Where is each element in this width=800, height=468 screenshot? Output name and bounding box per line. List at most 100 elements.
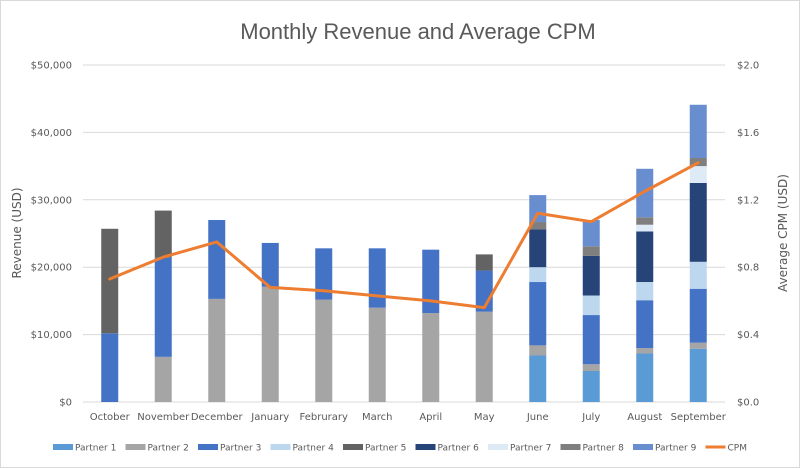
bar-segment-partner-9 <box>582 220 600 247</box>
bar-segment-partner-2 <box>475 311 493 402</box>
bar-segment-partner-3 <box>315 248 333 300</box>
bar-segment-partner-8 <box>636 217 654 225</box>
bar-segment-partner-2 <box>315 299 333 402</box>
legend-item: Partner 8 <box>560 444 625 454</box>
bar-segment-partner-3 <box>636 300 654 349</box>
bar-segment-partner-8 <box>529 222 547 230</box>
bar-segment-partner-5 <box>475 254 493 271</box>
legend-label: Partner 4 <box>293 444 335 454</box>
legend-item: CPM <box>705 444 747 454</box>
bar-segment-partner-1 <box>529 355 547 402</box>
y2-tick-label: $0.8 <box>737 263 759 274</box>
legend-label: CPM <box>728 444 747 454</box>
y2-tick-label: $2.0 <box>737 61 759 72</box>
bar-segment-partner-3 <box>368 248 386 308</box>
legend-swatch <box>488 444 508 450</box>
bar-segment-partner-4 <box>529 267 547 283</box>
y2-tick-label: $1.2 <box>737 195 759 206</box>
bars <box>101 104 707 402</box>
bar-segment-partner-3 <box>154 257 172 357</box>
y2-tick-label: $0.4 <box>737 330 759 341</box>
bar-segment-partner-2 <box>636 348 654 354</box>
legend-label: Partner 2 <box>148 444 189 454</box>
legend-label: Partner 3 <box>220 444 261 454</box>
legend-swatch <box>125 444 146 450</box>
bar-segment-partner-9 <box>529 195 547 223</box>
x-tick-label: July <box>581 412 600 423</box>
bar-segment-partner-2 <box>582 364 600 371</box>
y2-axis-ticks: $0.0 $0.4 $0.8 $1.2 $1.6 $2.0 <box>737 61 759 409</box>
legend-item: Partner 2 <box>125 444 189 454</box>
bar-segment-partner-6 <box>689 182 707 262</box>
bar-segment-partner-1 <box>636 353 654 402</box>
x-tick-label: Februrary <box>300 412 349 423</box>
bar-segment-partner-3 <box>689 288 707 343</box>
gridlines <box>83 64 725 403</box>
legend-item: Partner 1 <box>53 444 116 454</box>
legend-item: Partner 9 <box>633 444 697 454</box>
chart-title: Monthly Revenue and Average CPM <box>240 19 595 44</box>
bar-segment-partner-1 <box>689 348 707 402</box>
bar-segment-partner-6 <box>529 229 547 268</box>
x-tick-label: March <box>362 412 392 423</box>
legend: Partner 1 Partner 2 Partner 3 Partner 4 Part… <box>53 444 747 454</box>
cpm-line <box>108 161 700 310</box>
legend-label: Partner 7 <box>510 444 551 454</box>
x-tick-label: April <box>419 412 442 423</box>
legend-item: Partner 5 <box>343 444 406 454</box>
bar-segment-partner-2 <box>422 313 440 402</box>
x-tick-label: May <box>474 412 495 423</box>
legend-label: Partner 9 <box>655 444 697 454</box>
x-tick-label: December <box>191 412 244 423</box>
legend-swatch <box>415 444 436 450</box>
x-tick-label: September <box>671 412 727 423</box>
legend-swatch <box>270 444 291 450</box>
legend-label: Partner 8 <box>583 444 625 454</box>
y-tick-label: $10,000 <box>31 330 72 341</box>
legend-swatch <box>633 444 653 450</box>
bar-segment-partner-2 <box>689 342 707 349</box>
legend-item: Partner 6 <box>415 444 480 454</box>
bar-segment-partner-3 <box>582 315 600 365</box>
bar-segment-partner-2 <box>154 356 172 402</box>
bar-segment-partner-9 <box>689 104 707 159</box>
x-axis-ticks: October November December January Februrary M… <box>90 412 727 423</box>
bar-segment-partner-2 <box>261 286 279 402</box>
bar-segment-partner-3 <box>208 220 226 299</box>
legend-swatch <box>343 444 363 450</box>
bar-segment-partner-4 <box>582 295 600 316</box>
legend-label: Partner 6 <box>438 444 480 454</box>
bar-segment-partner-8 <box>582 246 600 256</box>
bar-segment-partner-2 <box>208 298 226 402</box>
legend-label: Partner 1 <box>75 444 116 454</box>
x-tick-label: June <box>526 412 549 423</box>
bar-segment-partner-3 <box>101 333 119 402</box>
legend-item: Partner 4 <box>270 444 335 454</box>
x-tick-label: January <box>250 412 289 423</box>
bar-segment-partner-2 <box>529 345 547 356</box>
x-tick-label: August <box>627 412 662 423</box>
legend-label: Partner 5 <box>365 444 406 454</box>
y-tick-label: $50,000 <box>31 61 72 72</box>
y-tick-label: $30,000 <box>31 195 72 206</box>
legend-item: Partner 3 <box>198 444 261 454</box>
y-tick-label: $20,000 <box>31 263 72 274</box>
x-tick-label: October <box>90 412 131 423</box>
bar-segment-partner-5 <box>101 228 119 334</box>
bar-segment-partner-4 <box>689 261 707 289</box>
bar-segment-partner-5 <box>154 210 172 258</box>
legend-item: Partner 7 <box>488 444 551 454</box>
bar-segment-partner-1 <box>582 370 600 402</box>
cpm-line-group <box>108 161 700 310</box>
bar-segment-partner-6 <box>636 231 654 283</box>
x-tick-label: November <box>137 412 190 423</box>
bar-segment-partner-3 <box>261 242 279 287</box>
legend-swatch <box>560 444 581 450</box>
bar-segment-partner-7 <box>636 224 654 232</box>
y-tick-label: $0 <box>59 398 72 409</box>
legend-swatch <box>198 444 218 450</box>
bar-segment-partner-3 <box>529 282 547 346</box>
y2-tick-label: $1.6 <box>737 128 759 139</box>
